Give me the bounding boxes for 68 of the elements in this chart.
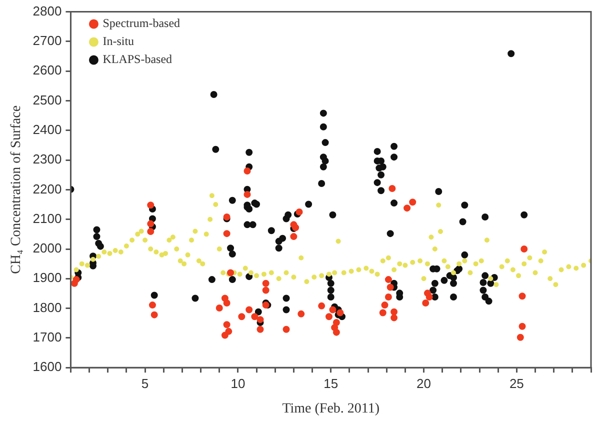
y-tick-label: 2100 — [32, 210, 62, 226]
point — [298, 310, 305, 318]
point — [256, 326, 264, 333]
point — [223, 230, 230, 238]
y-tick-label: 2800 — [32, 3, 62, 18]
point — [318, 302, 326, 310]
y-tick-label: 2600 — [32, 62, 62, 78]
y-tick-label: 2500 — [32, 92, 62, 108]
point — [384, 294, 392, 301]
point — [246, 306, 253, 314]
point — [390, 308, 398, 316]
point — [426, 294, 433, 301]
x-tick-label: 5 — [141, 376, 149, 391]
point — [388, 185, 396, 192]
x-tick-label: 25 — [509, 376, 524, 391]
point — [381, 302, 388, 309]
point — [147, 220, 154, 228]
point — [256, 316, 264, 324]
point — [516, 334, 524, 341]
point — [379, 309, 386, 316]
y-tick-label: 2200 — [32, 181, 62, 196]
point — [244, 190, 251, 198]
point — [390, 314, 398, 322]
point — [518, 322, 526, 330]
point — [329, 306, 336, 314]
point — [147, 228, 154, 236]
point — [282, 326, 290, 333]
x-tick-label: 20 — [416, 376, 431, 391]
point — [147, 202, 154, 209]
point — [384, 276, 392, 284]
point — [223, 299, 230, 306]
point — [262, 286, 270, 294]
point — [386, 284, 394, 291]
y-tick-label: 1700 — [32, 330, 62, 345]
point — [262, 280, 270, 287]
legend-label: In-situ — [102, 34, 134, 48]
point — [72, 276, 80, 284]
point — [422, 299, 430, 306]
point — [296, 208, 303, 216]
point — [150, 311, 158, 318]
y-tick-label: 1800 — [32, 300, 62, 315]
point — [148, 302, 156, 309]
point — [409, 198, 416, 206]
y-tick-label: 1600 — [32, 359, 62, 374]
point — [290, 233, 298, 240]
point — [238, 313, 246, 320]
y-tick-label: 1900 — [32, 270, 62, 286]
point — [227, 269, 234, 276]
y-tick-label: 2700 — [32, 33, 62, 48]
point — [518, 292, 526, 300]
legend-label: KLAPS-based — [102, 52, 172, 66]
y-tick-label: 2300 — [32, 152, 62, 167]
x-tick-label: 10 — [230, 376, 246, 391]
legend-label: Spectrum-based — [102, 16, 180, 30]
point — [216, 304, 223, 312]
y-tick-label: 2400 — [32, 122, 62, 137]
point — [221, 332, 228, 339]
point — [251, 313, 258, 320]
x-axis-title: Time (Feb. 2011) — [282, 401, 380, 416]
y-axis-title: CH₄ Concentration of Surface — [9, 105, 24, 274]
point — [326, 313, 332, 320]
point — [331, 324, 338, 332]
point — [404, 204, 411, 212]
point — [520, 246, 528, 252]
point — [244, 168, 251, 175]
y-tick-label: 2000 — [32, 240, 62, 256]
x-tick-label: 15 — [324, 376, 338, 391]
point — [223, 321, 230, 328]
